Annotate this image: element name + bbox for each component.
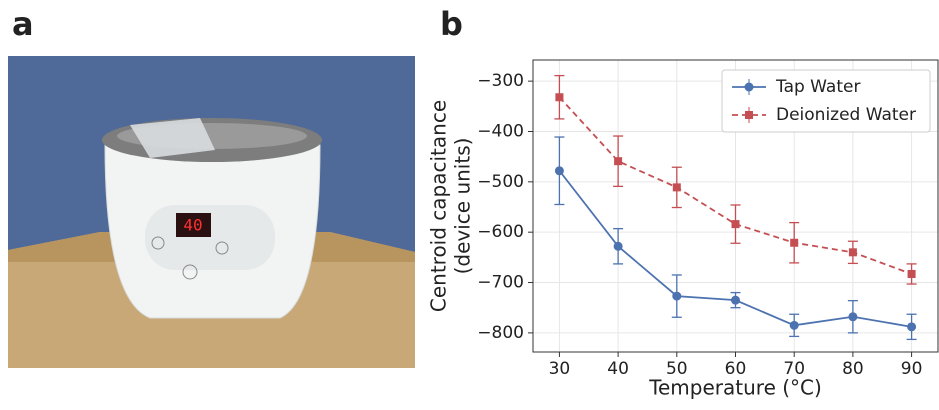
x-tick-label: 50 [666, 359, 688, 379]
photo: 40 [8, 56, 415, 368]
x-tick-label: 70 [783, 359, 805, 379]
y-axis-label: (device units) [451, 138, 475, 275]
marker [848, 248, 857, 257]
x-tick-label: 80 [842, 359, 864, 379]
marker [613, 241, 623, 251]
display [176, 213, 211, 237]
marker [731, 295, 740, 305]
marker [907, 269, 916, 278]
marker [745, 111, 753, 119]
x-tick-label: 90 [901, 359, 923, 379]
panel-label: b [440, 5, 463, 43]
button [151, 236, 165, 250]
button [215, 241, 229, 255]
legend-box [721, 69, 931, 133]
marker [614, 157, 623, 166]
y-tick-label: −800 [477, 323, 524, 343]
basket [130, 118, 215, 158]
y-tick-label: −700 [477, 273, 524, 293]
marker [907, 322, 917, 332]
y-tick-label: −500 [477, 172, 524, 192]
marker [744, 82, 754, 92]
marker [555, 93, 564, 102]
button [182, 264, 198, 280]
x-tick-label: 30 [549, 359, 571, 379]
marker [672, 291, 682, 301]
marker [554, 166, 564, 176]
marker [790, 238, 799, 247]
y-tick-label: −300 [477, 71, 524, 91]
legend-label: Tap Water [775, 77, 860, 97]
x-tick-label: 40 [607, 359, 629, 379]
marker [672, 183, 681, 192]
legend-label: Deionized Water [776, 105, 916, 125]
x-tick-label: 60 [725, 359, 747, 379]
y-axis-label: Centroid capacitance [427, 100, 451, 312]
y-tick-label: −400 [477, 121, 524, 141]
marker [789, 320, 799, 330]
marker [848, 312, 858, 322]
y-tick-label: −600 [477, 222, 524, 242]
marker [731, 220, 740, 229]
panel-label: a [12, 5, 34, 43]
x-axis-label: Temperature (°C) [648, 376, 822, 400]
plot-frame [532, 59, 939, 353]
display-text: 40 [183, 216, 202, 235]
